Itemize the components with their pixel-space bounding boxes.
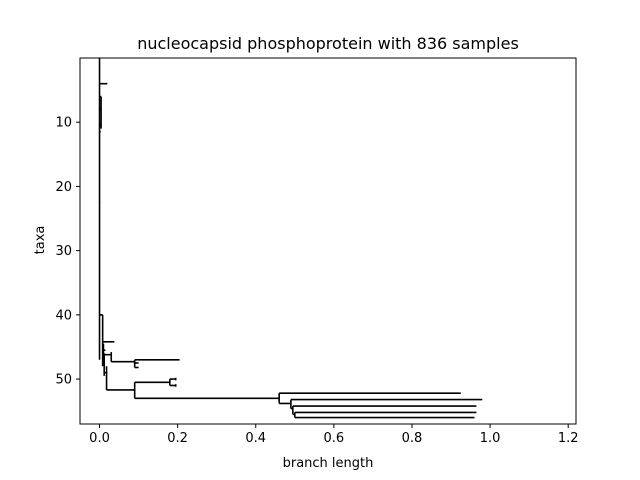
x-tick-label: 0.2 (167, 431, 188, 446)
x-tick-label: 1.0 (480, 431, 501, 446)
x-axis: 0.0 0.2 0.4 0.6 0.8 1.0 1.2 (89, 424, 579, 446)
y-axis: 10 20 30 40 50 (55, 116, 80, 388)
x-tick-label: 0.6 (324, 431, 345, 446)
y-tick-label: 10 (55, 116, 72, 131)
x-axis-label: branch length (283, 456, 374, 471)
y-tick-label: 50 (55, 373, 72, 388)
y-axis-label: taxa (33, 226, 48, 255)
chart-title: nucleocapsid phosphoprotein with 836 sam… (137, 34, 519, 53)
y-tick-label: 30 (55, 244, 72, 259)
tree-branches (98, 58, 483, 419)
x-tick-label: 0.0 (89, 431, 110, 446)
y-tick-label: 40 (55, 308, 72, 323)
x-tick-label: 1.2 (558, 431, 579, 446)
y-tick-label: 20 (55, 180, 72, 195)
axes-frame (79, 57, 577, 425)
x-tick-label: 0.4 (245, 431, 266, 446)
x-tick-label: 0.8 (402, 431, 423, 446)
